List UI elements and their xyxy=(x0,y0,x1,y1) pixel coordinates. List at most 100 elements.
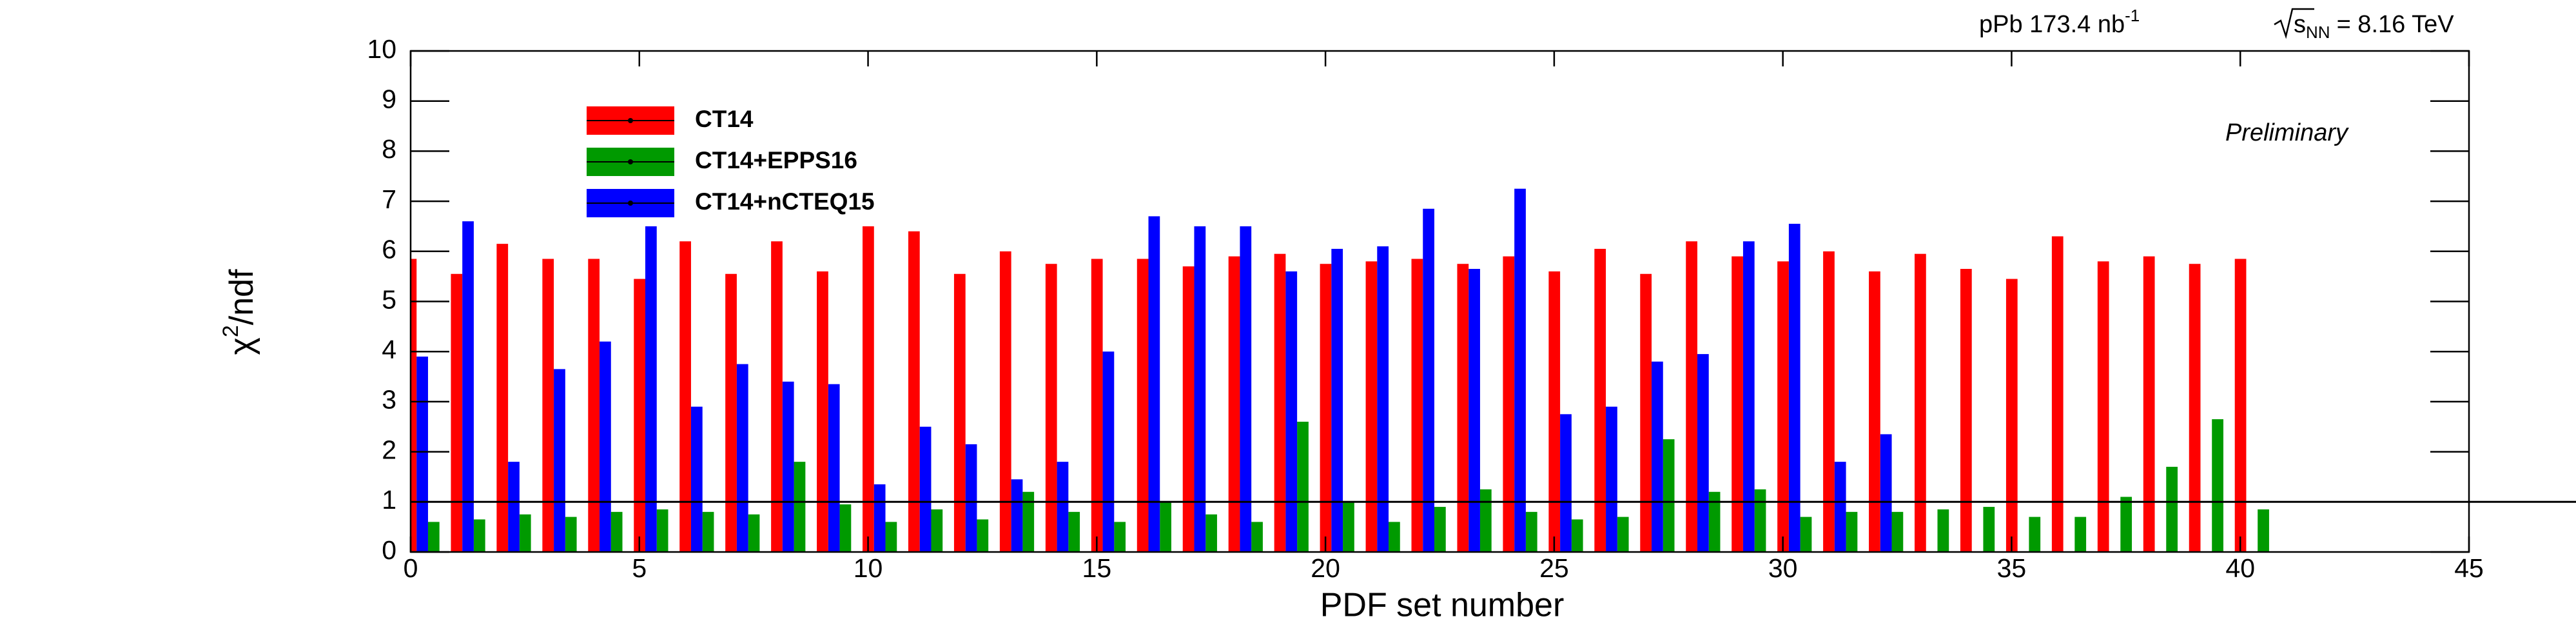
x-tick-label: 30 xyxy=(1768,553,1798,583)
bar xyxy=(1514,188,1526,552)
legend-marker xyxy=(628,159,633,164)
x-tick-label: 25 xyxy=(1539,553,1569,583)
legend-marker xyxy=(628,201,633,206)
y-label-base: χ xyxy=(223,337,260,355)
bar xyxy=(1457,264,1469,552)
bar xyxy=(1251,522,1263,552)
bar xyxy=(977,519,989,552)
bar xyxy=(1663,439,1675,552)
y-tick-label: 0 xyxy=(382,535,396,565)
bar xyxy=(1742,241,1755,552)
bar xyxy=(782,381,794,552)
bar xyxy=(702,511,714,552)
bar xyxy=(1606,406,1617,552)
bars xyxy=(411,188,2269,552)
bar xyxy=(1240,226,1252,552)
y-tick-label: 6 xyxy=(382,235,396,264)
bar xyxy=(1297,421,1309,552)
x-tick-label: 5 xyxy=(632,553,647,583)
bar xyxy=(2234,259,2247,552)
bar xyxy=(1640,273,1652,552)
energy-sub: NN xyxy=(2306,23,2330,42)
bar xyxy=(1732,256,1743,552)
bar xyxy=(2166,466,2178,552)
bar xyxy=(634,279,646,552)
bar xyxy=(690,406,703,552)
legend-label: CT14+EPPS16 xyxy=(695,147,857,173)
bar xyxy=(736,364,748,552)
bar xyxy=(1011,479,1023,552)
bar xyxy=(919,426,932,552)
bar xyxy=(473,519,485,552)
bar xyxy=(999,251,1011,552)
bar xyxy=(1057,462,1069,552)
bar xyxy=(588,259,600,552)
bar xyxy=(1915,253,1926,552)
x-axis-label: PDF set number xyxy=(1320,587,1565,624)
bar xyxy=(1823,251,1835,552)
bar xyxy=(600,341,611,552)
bar xyxy=(1182,266,1195,552)
legend-label: CT14+nCTEQ15 xyxy=(695,188,875,215)
bar xyxy=(1525,511,1537,552)
bar xyxy=(1102,351,1115,552)
bar xyxy=(1754,489,1766,552)
y-tick-label: 1 xyxy=(382,485,396,515)
bar xyxy=(1068,511,1080,552)
bar xyxy=(1846,511,1858,552)
bar xyxy=(1891,511,1904,552)
bar xyxy=(2143,256,2155,552)
energy-base: s xyxy=(2294,11,2306,38)
y-tick-label: 2 xyxy=(382,435,396,464)
bar xyxy=(645,226,657,552)
bar xyxy=(1571,519,1583,552)
bar xyxy=(1788,224,1800,552)
y-tick-label: 3 xyxy=(382,385,396,415)
bar xyxy=(462,221,474,552)
x-tick-label: 0 xyxy=(404,553,418,583)
y-tick-label: 9 xyxy=(382,84,396,114)
bar xyxy=(427,522,440,552)
lumi-sup: -1 xyxy=(2125,6,2140,25)
bar xyxy=(2120,497,2132,552)
x-tick-label: 15 xyxy=(1082,553,1112,583)
bar xyxy=(1503,256,1515,552)
bar xyxy=(1091,259,1103,552)
bar xyxy=(2005,279,2018,552)
bar xyxy=(931,509,943,552)
bar xyxy=(1777,261,1789,552)
y-label-rest: /ndf xyxy=(223,269,260,325)
bar xyxy=(885,522,897,552)
y-label-sup: 2 xyxy=(219,325,243,337)
bar xyxy=(1869,271,1880,552)
bar xyxy=(863,226,874,552)
bar xyxy=(1365,261,1378,552)
bar xyxy=(2029,517,2041,552)
lumi-label: pPb 173.4 nb-1 xyxy=(1979,6,2140,38)
bar xyxy=(1834,462,1846,552)
bar xyxy=(1594,248,1606,552)
x-tick-label: 40 xyxy=(2225,553,2255,583)
bar xyxy=(1548,271,1561,552)
bar xyxy=(1228,256,1240,552)
bar xyxy=(1411,259,1423,552)
bar xyxy=(1045,264,1057,552)
bar xyxy=(2212,419,2223,552)
y-tick-label: 5 xyxy=(382,284,396,314)
bar xyxy=(2051,236,2064,552)
bar xyxy=(839,504,852,552)
x-tick-label: 20 xyxy=(1311,553,1340,583)
bar xyxy=(656,509,668,552)
bar xyxy=(873,484,886,552)
bar xyxy=(1983,507,1995,552)
bar xyxy=(817,271,828,552)
status-label: Preliminary xyxy=(2225,119,2349,146)
bar xyxy=(508,462,520,552)
bar xyxy=(416,356,428,552)
bar xyxy=(451,273,463,552)
y-tick-label: 7 xyxy=(382,184,396,214)
bar xyxy=(1800,517,1812,552)
bar xyxy=(1320,264,1332,552)
bar xyxy=(953,273,966,552)
